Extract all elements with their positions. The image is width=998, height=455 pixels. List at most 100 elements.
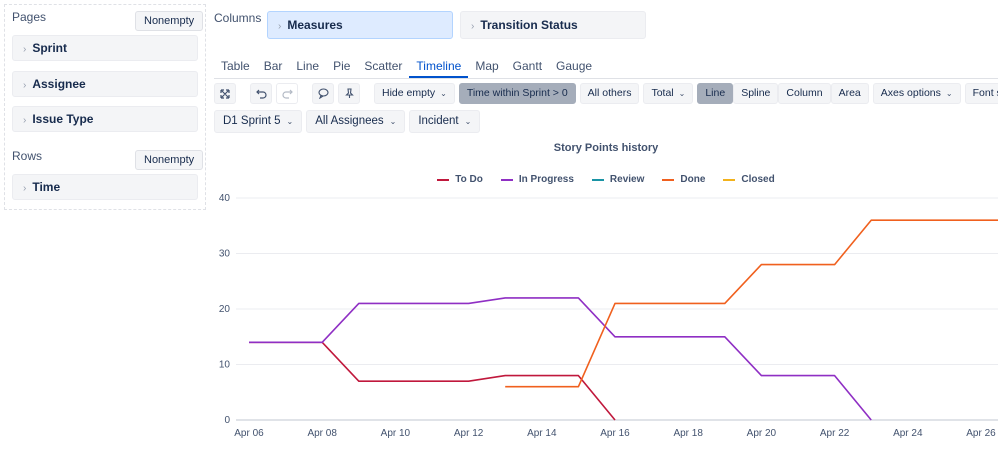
row-item-time[interactable]: › Time (12, 174, 198, 200)
page-item-label: Assignee (32, 77, 86, 91)
hide-empty-dropdown[interactable]: Hide empty ⌄ (374, 83, 455, 104)
legend-label: To Do (455, 174, 483, 185)
chevron-down-icon: ⌄ (440, 89, 447, 98)
page-item-issue-type[interactable]: › Issue Type (12, 106, 198, 132)
tab-table[interactable]: Table (221, 59, 250, 73)
legend-item-closed[interactable]: Closed (723, 174, 775, 185)
chevron-right-icon: › (23, 80, 27, 91)
axes-options-dropdown[interactable]: Axes options ⌄ (872, 83, 961, 104)
column-item-label: Measures (287, 18, 343, 32)
chevron-right-icon: › (471, 21, 475, 32)
comment-icon[interactable] (312, 83, 334, 104)
legend-swatch (500, 178, 513, 181)
chart-legend: To Do In Progress Review Done Closed (214, 174, 998, 185)
tab-gantt[interactable]: Gantt (512, 59, 543, 73)
chevron-right-icon: › (23, 115, 27, 126)
chevron-right-icon: › (278, 21, 282, 32)
chevron-down-icon: ⌄ (945, 89, 953, 98)
chart-toolbar: Hide empty ⌄ Time within Sprint > 0 All o… (214, 83, 998, 105)
rows-nonempty-button[interactable]: Nonempty (135, 150, 204, 170)
row-item-label: Time (32, 180, 61, 194)
column-item-transition-status[interactable]: › Transition Status (460, 11, 646, 39)
hide-empty-label: Hide empty (382, 87, 436, 99)
page-filters: D1 Sprint 5 ⌄ All Assignees ⌄ Incident ⌄ (214, 110, 481, 133)
font-size-dropdown[interactable]: Font size⌄ (964, 83, 998, 104)
y-tick-label: 40 (219, 193, 231, 204)
legend-swatch (662, 178, 675, 181)
expand-icon[interactable] (214, 83, 236, 104)
legend-item-in-progress[interactable]: In Progress (500, 174, 574, 185)
tab-map[interactable]: Map (475, 59, 499, 73)
tab-line[interactable]: Line (296, 59, 320, 73)
series-line-done[interactable] (505, 219, 998, 388)
legend-label: Done (680, 174, 706, 185)
x-tick-label: Apr 20 (747, 428, 777, 439)
chevron-right-icon: › (23, 183, 27, 194)
pin-icon[interactable] (338, 83, 360, 104)
y-tick-label: 10 (219, 360, 231, 371)
assignee-filter-dropdown[interactable]: All Assignees ⌄ (306, 110, 406, 133)
undo-icon[interactable] (250, 83, 272, 104)
font-size-label: Font size (972, 87, 998, 99)
view-tabs: Table Bar Line Pie Scatter Timeline Map … (214, 58, 599, 78)
time-filter-button[interactable]: Time within Sprint > 0 (458, 83, 576, 104)
total-label: Total (651, 87, 674, 99)
issue-type-filter-dropdown[interactable]: Incident ⌄ (409, 110, 481, 133)
page-item-sprint[interactable]: › Sprint (12, 35, 198, 61)
series-line-in-progress[interactable] (249, 297, 872, 421)
assignee-filter-label: All Assignees (315, 115, 384, 127)
dimensions-panel (4, 4, 206, 210)
chevron-down-icon: ⌄ (678, 89, 686, 98)
legend-label: In Progress (518, 174, 574, 185)
x-tick-label: Apr 16 (600, 428, 630, 439)
x-tick-label: Apr 08 (307, 428, 337, 439)
tab-scatter[interactable]: Scatter (364, 59, 403, 73)
pages-nonempty-button[interactable]: Nonempty (135, 11, 204, 31)
legend-label: Review (609, 174, 645, 185)
chevron-down-icon: ⌄ (286, 117, 294, 126)
series-line-to-do[interactable] (249, 341, 616, 421)
column-mode-button[interactable]: Column (778, 83, 831, 104)
columns-label: Columns (214, 11, 262, 25)
y-tick-label: 0 (224, 415, 230, 426)
tab-gauge[interactable]: Gauge (556, 59, 593, 73)
sprint-filter-dropdown[interactable]: D1 Sprint 5 ⌄ (214, 110, 303, 133)
chevron-right-icon: › (23, 44, 27, 55)
x-tick-label: Apr 18 (673, 428, 703, 439)
area-mode-button[interactable]: Area (830, 83, 869, 104)
total-dropdown[interactable]: Total ⌄ (643, 83, 694, 104)
legend-item-review[interactable]: Review (591, 174, 645, 185)
page-item-label: Sprint (32, 41, 68, 55)
chevron-down-icon: ⌄ (464, 117, 472, 126)
redo-icon[interactable] (276, 83, 298, 104)
all-others-button[interactable]: All others (579, 83, 640, 104)
legend-swatch (437, 178, 450, 181)
legend-label: Closed (741, 174, 775, 185)
axes-options-label: Axes options (880, 87, 941, 99)
rows-label: Rows (12, 149, 43, 163)
tab-bar[interactable]: Bar (263, 59, 283, 73)
x-tick-label: Apr 14 (527, 428, 557, 439)
pages-label: Pages (12, 10, 47, 24)
issue-type-filter-label: Incident (418, 115, 459, 127)
page-item-assignee[interactable]: › Assignee (12, 71, 198, 97)
tab-timeline[interactable]: Timeline (409, 58, 469, 78)
x-tick-label: Apr 24 (893, 428, 923, 439)
legend-item-to-do[interactable]: To Do (437, 174, 483, 185)
y-tick-label: 20 (219, 304, 231, 315)
legend-swatch (591, 178, 604, 181)
x-tick-label: Apr 06 (234, 428, 264, 439)
spline-mode-button[interactable]: Spline (733, 83, 779, 104)
legend-item-done[interactable]: Done (662, 174, 705, 185)
x-tick-label: Apr 22 (820, 428, 850, 439)
x-tick-label: Apr 26 (966, 428, 996, 439)
tab-pie[interactable]: Pie (333, 59, 351, 73)
page-item-label: Issue Type (32, 112, 94, 126)
line-chart: 0 10 20 30 40 Apr 06 Apr 08 Apr 10 Apr 12 Apr 14 A… (219, 193, 998, 439)
line-mode-button[interactable]: Line (697, 83, 734, 104)
legend-swatch (723, 178, 736, 181)
column-item-measures[interactable]: › Measures (267, 11, 453, 39)
tabs-divider (214, 78, 998, 79)
x-tick-label: Apr 12 (454, 428, 484, 439)
column-item-label: Transition Status (480, 18, 578, 32)
